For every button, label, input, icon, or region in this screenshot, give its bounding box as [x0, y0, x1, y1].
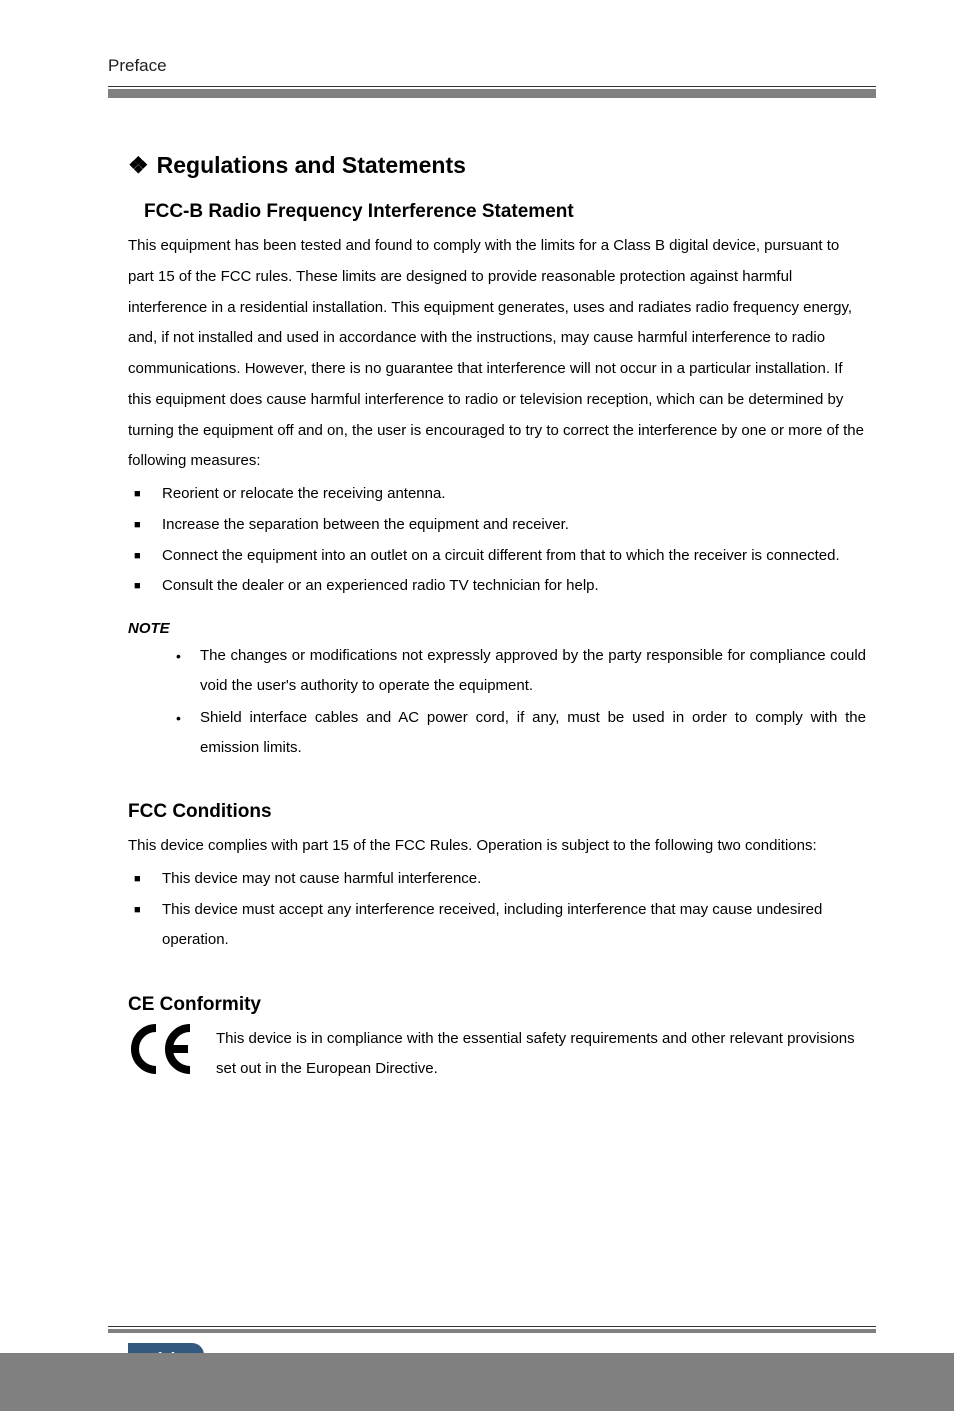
list-item: Reorient or relocate the receiving anten… [128, 479, 866, 510]
section-heading-fcc-b: FCC-B Radio Frequency Interference State… [144, 201, 866, 223]
header-rule [108, 86, 876, 98]
main-heading: ❖ Regulations and Statements [128, 152, 866, 179]
list-item: This device must accept any interference… [128, 895, 866, 957]
section-paragraph-ce: This device is in compliance with the es… [216, 1024, 866, 1084]
note-list: The changes or modifications not express… [128, 641, 866, 763]
section-heading-fcc-conditions: FCC Conditions [128, 801, 866, 823]
list-item: The changes or modifications not express… [174, 641, 866, 701]
page: Preface ❖ Regulations and Statements FCC… [0, 0, 954, 1411]
note-label: NOTE [128, 620, 866, 637]
list-item: Shield interface cables and AC power cor… [174, 703, 866, 763]
bullet-list-fcc-conditions: This device may not cause harmful interf… [128, 864, 866, 956]
ce-block: This device is in compliance with the es… [128, 1024, 866, 1084]
list-item: This device may not cause harmful interf… [128, 864, 866, 895]
section-heading-ce: CE Conformity [128, 994, 866, 1016]
section-paragraph-fcc-conditions: This device complies with part 15 of the… [128, 831, 866, 862]
list-item: Increase the separation between the equi… [128, 510, 866, 541]
list-item: Connect the equipment into an outlet on … [128, 541, 866, 572]
ce-mark-icon [128, 1024, 198, 1079]
footer-rule [0, 1326, 954, 1333]
section-paragraph-fcc-b: This equipment has been tested and found… [128, 231, 866, 477]
content: ❖ Regulations and Statements FCC-B Radio… [108, 152, 876, 1084]
header-title: Preface [108, 56, 876, 76]
main-heading-text: Regulations and Statements [157, 152, 466, 179]
list-item: Consult the dealer or an experienced rad… [128, 571, 866, 602]
footer-band [0, 1353, 954, 1411]
diamond-bullet-icon: ❖ [128, 152, 149, 179]
bullet-list-fcc-b: Reorient or relocate the receiving anten… [128, 479, 866, 602]
header: Preface [108, 56, 876, 98]
